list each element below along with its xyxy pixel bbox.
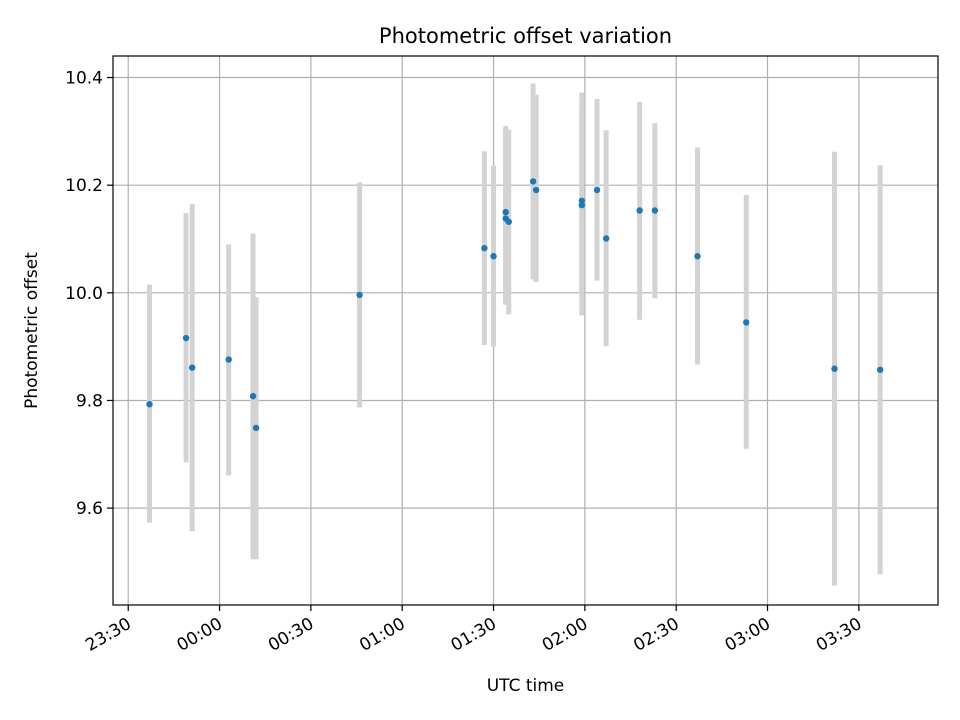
x-tick-label: 00:30 bbox=[265, 614, 317, 656]
x-axis-label: UTC time bbox=[487, 676, 565, 696]
data-point bbox=[532, 186, 540, 194]
data-point bbox=[636, 207, 643, 214]
data-point bbox=[602, 235, 610, 242]
data-point bbox=[505, 218, 512, 225]
x-tick-label: 23:30 bbox=[82, 614, 134, 656]
data-point bbox=[743, 319, 750, 326]
data-point bbox=[502, 208, 509, 216]
chart-title: Photometric offset variation bbox=[379, 24, 672, 48]
data-point bbox=[876, 366, 884, 373]
x-tick-label: 01:30 bbox=[448, 614, 500, 656]
data-point bbox=[188, 364, 196, 371]
y-axis-label: Photometric offset bbox=[22, 252, 42, 409]
y-axis-ticks: 9.6 9.8 10.0 10.2 10.4 bbox=[65, 69, 113, 519]
x-tick-label: 02:30 bbox=[630, 614, 682, 656]
data-points bbox=[146, 178, 884, 432]
data-point bbox=[481, 244, 488, 252]
data-point bbox=[249, 392, 257, 400]
data-point bbox=[252, 424, 260, 432]
data-point bbox=[694, 253, 701, 260]
grid-lines bbox=[113, 56, 938, 605]
data-point bbox=[146, 401, 153, 408]
data-point bbox=[182, 334, 190, 342]
x-tick-label: 01:00 bbox=[356, 614, 408, 656]
data-point bbox=[593, 186, 601, 194]
data-point bbox=[225, 356, 232, 363]
x-tick-label: 03:30 bbox=[813, 614, 865, 656]
y-tick-label: 10.4 bbox=[65, 69, 103, 89]
y-tick-label: 9.6 bbox=[76, 499, 103, 519]
x-tick-label: 02:00 bbox=[539, 614, 591, 656]
data-point bbox=[529, 178, 537, 185]
y-tick-label: 10.0 bbox=[65, 284, 103, 304]
data-point bbox=[831, 365, 838, 372]
plot-frame bbox=[112, 55, 939, 606]
data-point bbox=[651, 207, 659, 214]
error-bars bbox=[147, 83, 883, 586]
y-tick-label: 10.2 bbox=[65, 176, 103, 196]
x-axis-ticks: 23:30 00:00 00:30 01:00 01:30 02:00 02:30 03:00… bbox=[82, 605, 865, 656]
data-point bbox=[490, 253, 497, 260]
x-tick-label: 00:00 bbox=[174, 614, 226, 656]
y-tick-label: 9.8 bbox=[76, 391, 103, 411]
x-tick-label: 03:00 bbox=[722, 614, 774, 656]
data-point bbox=[356, 291, 363, 299]
data-point bbox=[578, 201, 586, 209]
